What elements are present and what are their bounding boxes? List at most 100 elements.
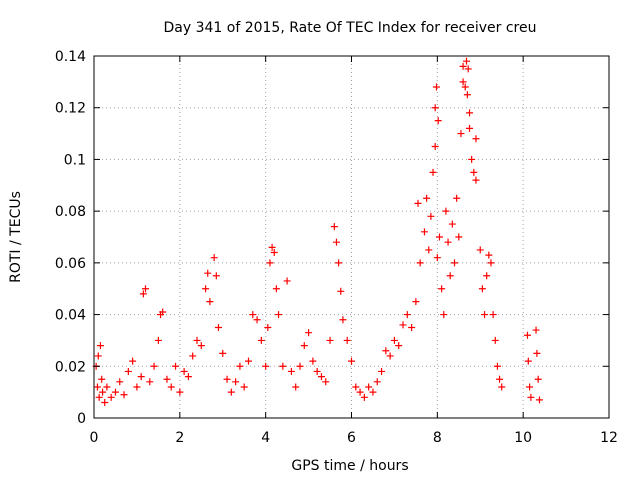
data-point xyxy=(444,238,452,246)
data-point xyxy=(455,233,463,241)
data-point xyxy=(403,311,411,319)
data-point xyxy=(322,378,330,386)
data-point xyxy=(296,362,304,370)
data-point xyxy=(172,362,180,370)
data-point xyxy=(300,342,308,350)
data-point xyxy=(139,290,147,298)
data-point xyxy=(466,109,474,117)
data-point xyxy=(167,383,175,391)
data-point xyxy=(534,375,542,383)
data-point xyxy=(236,362,244,370)
data-point xyxy=(240,383,248,391)
data-point xyxy=(414,199,422,207)
data-point xyxy=(184,373,192,381)
data-point xyxy=(472,135,480,143)
data-point xyxy=(468,155,476,163)
y-tick-labels: 0 0.02 0.04 0.06 0.08 0.1 0.12 0.14 xyxy=(55,49,86,427)
data-point xyxy=(337,287,345,295)
data-point xyxy=(111,388,119,396)
data-point xyxy=(352,383,360,391)
data-point xyxy=(227,388,235,396)
x-tick-label: 2 xyxy=(175,430,184,446)
data-point xyxy=(526,383,534,391)
data-points xyxy=(92,57,543,406)
x-axis-label: GPS time / hours xyxy=(291,458,408,474)
data-point xyxy=(101,398,109,406)
data-point xyxy=(489,311,497,319)
data-point xyxy=(360,393,368,401)
x-tick-label: 8 xyxy=(433,430,442,446)
data-point xyxy=(429,168,437,176)
data-point xyxy=(408,324,416,331)
data-point xyxy=(485,251,493,259)
data-point xyxy=(532,326,540,334)
data-point xyxy=(463,91,471,99)
data-point xyxy=(461,83,469,91)
data-point xyxy=(206,298,214,306)
data-point xyxy=(466,124,474,132)
data-point xyxy=(150,362,158,370)
y-tick-label: 0.14 xyxy=(55,49,86,65)
data-point xyxy=(399,321,407,329)
chart-title: Day 341 of 2015, Rate Of TEC Index for r… xyxy=(163,20,536,36)
data-point xyxy=(96,342,104,350)
data-point xyxy=(264,324,272,331)
data-point xyxy=(270,249,278,257)
data-point xyxy=(412,298,420,306)
data-point xyxy=(448,220,456,228)
data-point xyxy=(491,336,499,344)
data-point xyxy=(189,352,197,360)
data-point xyxy=(483,272,491,280)
data-point xyxy=(330,223,338,231)
data-point xyxy=(453,194,461,202)
data-point xyxy=(159,308,167,316)
y-tick-label: 0.12 xyxy=(55,101,86,117)
data-point xyxy=(262,362,270,370)
data-point xyxy=(129,357,137,365)
data-point xyxy=(451,259,458,267)
data-point xyxy=(210,254,218,262)
data-point xyxy=(365,383,373,391)
data-point xyxy=(253,316,261,324)
data-point xyxy=(214,324,222,331)
data-point xyxy=(283,277,291,285)
x-tick-label: 6 xyxy=(347,430,356,446)
data-point xyxy=(272,285,280,293)
data-point xyxy=(433,254,441,262)
data-point xyxy=(459,78,467,86)
data-point xyxy=(498,383,506,391)
data-point xyxy=(124,367,132,375)
data-point xyxy=(369,388,377,396)
y-tick-label: 0.04 xyxy=(55,308,86,324)
x-tick-label: 4 xyxy=(261,430,270,446)
data-point xyxy=(326,336,334,344)
data-point xyxy=(332,238,340,246)
y-tick-label: 0.1 xyxy=(64,152,86,168)
data-point xyxy=(120,391,128,399)
data-point xyxy=(99,388,107,396)
data-point xyxy=(93,383,101,391)
data-point xyxy=(390,336,398,344)
data-point xyxy=(279,362,287,370)
data-point xyxy=(317,373,325,381)
y-tick-label: 0.02 xyxy=(55,359,86,375)
data-point xyxy=(356,388,364,396)
data-point xyxy=(481,311,489,319)
data-point xyxy=(275,311,283,319)
data-point xyxy=(446,272,454,280)
x-tick-label: 12 xyxy=(600,430,618,446)
data-point xyxy=(266,259,274,267)
data-point xyxy=(459,62,467,70)
data-point xyxy=(133,383,141,391)
data-point xyxy=(382,347,390,355)
data-point xyxy=(442,207,450,215)
data-point xyxy=(533,349,541,357)
data-point xyxy=(232,378,240,386)
data-point xyxy=(535,396,543,404)
x-tick-label: 10 xyxy=(514,430,532,446)
data-point xyxy=(523,331,531,339)
data-point xyxy=(287,367,295,375)
data-point xyxy=(431,104,439,112)
data-point xyxy=(292,383,300,391)
